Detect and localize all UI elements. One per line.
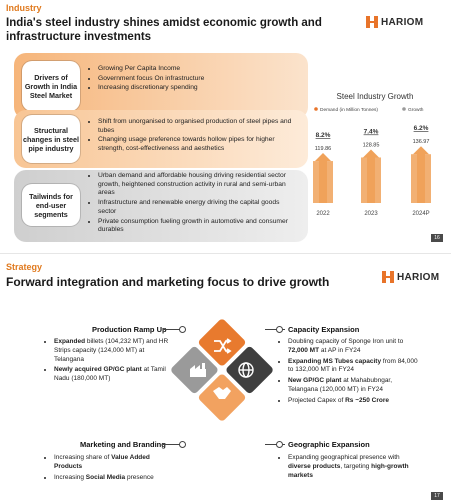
leader-dot (179, 441, 186, 448)
list-item: Doubling capacity of Sponge Iron unit to… (288, 338, 418, 356)
chart-svg: Steel Industry Growth Demand (in Million … (313, 92, 431, 217)
chart-title: Steel Industry Growth (337, 92, 414, 101)
leader-line (265, 444, 285, 445)
marketing-list: Increasing share of Value Added Products… (44, 454, 169, 484)
category-label: 2023 (364, 211, 378, 217)
list-item: Increasing Social Media presence (54, 474, 169, 483)
diagram-svg (171, 319, 273, 421)
capacity-heading: Capacity Expansion (288, 325, 360, 334)
list-item: Infrastructure and renewable energy driv… (98, 199, 298, 216)
category-label: 2022 (316, 211, 330, 217)
bar-body (411, 154, 431, 203)
growth-label: 6.2% (414, 125, 429, 132)
value-label: 136.97 (413, 139, 430, 145)
leader-line (265, 329, 285, 330)
list-item: Growing Per Capita Income (98, 65, 298, 74)
drivers-label: Drivers of Growth in India Steel Market (22, 61, 80, 111)
list-item: Government focus On infrastructure (98, 75, 298, 84)
legend-swatch-growth (402, 107, 406, 111)
section-tag: Strategy (6, 262, 43, 272)
list-item: Urban demand and affordable housing driv… (98, 172, 298, 198)
structural-bullets: Shift from unorganised to organised prod… (88, 118, 298, 155)
factory-icon (190, 363, 206, 377)
marketing-heading: Marketing and Branding (80, 440, 166, 449)
legend-swatch-demand (314, 107, 318, 111)
list-item: Changing usage preference towards hollow… (98, 136, 298, 153)
tailwinds-bullets: Urban demand and affordable housing driv… (88, 172, 298, 236)
slide-title: Forward integration and marketing focus … (6, 275, 330, 289)
value-label: 128.85 (363, 142, 380, 148)
list-item: Increasing discretionary spending (98, 84, 298, 93)
production-list: Expanded billets (104,232 MT) and HR Str… (44, 338, 172, 386)
capacity-list: Doubling capacity of Sponge Iron unit to… (278, 338, 418, 407)
slide-industry: Industry India's steel industry shines a… (0, 0, 451, 250)
page-number: 16 (431, 234, 443, 242)
growth-label: 7.4% (364, 128, 379, 135)
list-item: Projected Capex of Rs ~250 Crore (288, 397, 418, 406)
growth-label: 8.2% (316, 132, 331, 139)
globe-icon (238, 362, 254, 378)
list-item: Expanding MS Tubes capacity from 84,000 … (288, 358, 418, 376)
geographic-list: Expanding geographical presence with div… (278, 454, 418, 482)
hariom-logo: HARIOM (382, 271, 439, 283)
integration-diagram (168, 315, 276, 425)
value-label: 119.86 (315, 146, 331, 152)
leader-dot (276, 326, 283, 333)
leader-line (163, 329, 181, 330)
leader-line (163, 444, 181, 445)
legend-label-demand: Demand (in Million Tonnes) (320, 107, 378, 113)
list-item: Increasing share of Value Added Products (54, 454, 169, 472)
drivers-bullets: Growing Per Capita Income Government foc… (88, 65, 298, 94)
list-item: Shift from unorganised to organised prod… (98, 118, 298, 135)
leader-dot (179, 326, 186, 333)
category-label: 2024P (412, 211, 429, 217)
list-item: Expanded billets (104,232 MT) and HR Str… (54, 338, 172, 364)
list-item: Expanding geographical presence with div… (288, 454, 418, 480)
quad-production (198, 319, 246, 366)
structural-label: Structural changes in steel pipe industr… (22, 115, 80, 163)
hariom-logo: HARIOM (366, 16, 423, 28)
page-number: 17 (431, 492, 443, 500)
production-heading: Production Ramp Up (92, 325, 167, 334)
steel-growth-chart: Steel Industry Growth Demand (in Million … (300, 85, 450, 240)
list-item: Newly acquired GP/GC plant at Tamil Nadu… (54, 366, 172, 384)
shuffle-icon (214, 338, 232, 354)
geographic-heading: Geographic Expansion (288, 440, 370, 449)
list-item: New GP/GC plant at Mahabubngar, Telangan… (288, 377, 418, 395)
leader-dot (276, 441, 283, 448)
legend-label-growth: Growth (408, 107, 424, 113)
bar-body (361, 157, 381, 203)
section-tag: Industry (6, 3, 42, 13)
slide-title: India's steel industry shines amidst eco… (6, 17, 322, 44)
handshake-icon (213, 387, 231, 399)
list-item: Private consumption fueling growth in au… (98, 218, 298, 235)
tailwinds-label: Tailwinds for end-user segments (22, 184, 80, 226)
bar-body (313, 161, 333, 203)
